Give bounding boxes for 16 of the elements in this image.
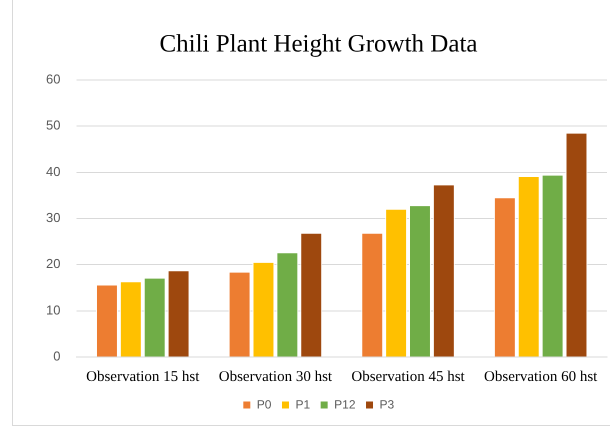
y-tick-label: 60 bbox=[46, 72, 60, 87]
legend-label: P12 bbox=[334, 397, 356, 412]
legend-label: P0 bbox=[256, 397, 272, 412]
legend-label: P1 bbox=[295, 397, 310, 412]
x-tick-label: Observation 30 hst bbox=[218, 368, 333, 385]
legend-label: P3 bbox=[380, 397, 395, 412]
x-tick-label: Observation 15 hst bbox=[86, 368, 200, 385]
y-tick-label: 0 bbox=[53, 348, 60, 364]
y-tick-label: 30 bbox=[46, 210, 60, 226]
x-tick-label: Observation 45 hst bbox=[351, 368, 466, 385]
y-tick-label: 10 bbox=[46, 302, 60, 318]
chart-title: Chili Plant Height Growth Data bbox=[159, 30, 478, 58]
x-tick-label: Observation 60 hst bbox=[484, 368, 598, 385]
y-tick-label: 50 bbox=[46, 118, 60, 133]
y-tick-label: 40 bbox=[46, 164, 60, 179]
y-tick-label: 20 bbox=[46, 256, 60, 272]
